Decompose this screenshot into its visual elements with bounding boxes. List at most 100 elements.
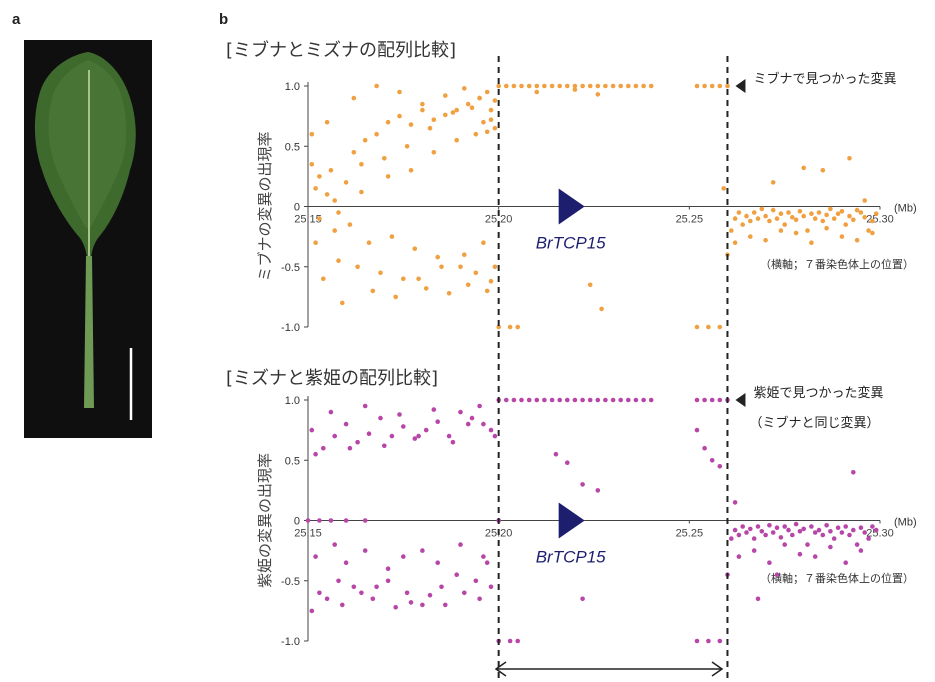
y-tick-label: 1.0 [285,395,300,407]
data-point [427,592,433,598]
data-point [694,83,700,89]
data-point [595,92,601,97]
data-point [587,282,593,288]
data-point [313,186,318,191]
data-point [511,397,517,403]
x-axis-note: （横軸；７番染色体上の位置） [760,571,914,585]
data-point [854,237,860,243]
data-point [496,324,502,330]
data-point [767,218,772,224]
data-point [492,264,498,270]
data-point [435,560,441,565]
data-point [309,608,315,614]
data-point [477,95,482,101]
data-point [763,532,768,538]
panel-b-letter: b [219,11,228,28]
data-point [450,439,456,445]
data-point [805,228,810,233]
data-point [831,216,837,221]
data-point [389,234,395,239]
data-point [362,137,368,143]
data-point [328,518,334,523]
data-point [557,83,562,89]
data-point [416,433,421,439]
data-point [401,424,406,429]
annotation-text: ミブナで見つかった変異 [753,71,896,87]
data-point [736,210,742,215]
data-point [324,596,330,602]
data-point [446,433,452,439]
dashed-boundaries [497,56,729,680]
data-point [709,458,715,463]
data-point [359,189,364,195]
data-point [515,638,520,644]
data-point [717,83,723,89]
data-point [313,240,318,245]
x-axis-note: （横軸；７番染色体上の位置） [760,257,914,271]
data-point [378,270,383,276]
data-point [443,112,448,118]
data-point [408,168,414,173]
data-point [820,168,826,173]
data-point [351,150,357,155]
data-point [492,98,498,103]
region-double-arrow [494,661,724,677]
data-point [397,89,402,95]
data-point [431,407,437,412]
data-point [374,131,379,137]
data-point [427,125,433,131]
data-point [797,551,803,557]
leaf-petiole [84,256,94,408]
data-point [443,602,448,608]
y-axis-label: 紫姫の変異の出現率 [256,453,274,588]
data-point [336,578,341,584]
data-point [431,150,437,155]
data-point [458,542,463,547]
data-point [782,524,787,529]
data-point [835,211,841,216]
data-point [408,600,414,605]
data-point [786,210,791,215]
data-point [488,427,494,433]
data-point [717,324,723,330]
data-point [370,288,376,294]
data-point [587,83,593,89]
data-point [492,433,498,439]
data-point [317,216,322,221]
data-point [347,222,353,227]
data-point [572,397,578,403]
data-point [873,527,879,533]
data-point [446,291,452,296]
data-point [751,548,757,553]
data-point [382,156,387,161]
x-tick-label: 25.30 [866,528,894,540]
data-point [648,397,654,403]
data-point [393,605,399,610]
data-point [572,83,578,89]
y-tick-label: 0 [294,516,300,528]
data-point [866,228,871,233]
data-point [839,530,845,535]
data-point [385,119,391,125]
data-point [824,212,829,218]
x-unit-label: (Mb) [894,517,917,529]
data-point [828,206,833,212]
data-point [488,278,494,284]
data-point [870,230,875,236]
data-point [709,397,715,403]
data-point [748,218,753,224]
data-point [340,300,345,306]
data-point [420,548,425,553]
data-point [397,412,402,417]
data-point [851,217,856,223]
data-point [774,572,780,577]
data-point [774,216,780,221]
data-point [847,156,852,161]
y-axis-label: ミブナの変異の出現率 [256,131,274,281]
data-point [465,101,471,107]
data-point [420,101,425,107]
y-tick-label: 0.5 [285,455,300,467]
x-tick-label: 25.30 [866,214,894,226]
data-point [462,86,467,91]
data-point [534,397,540,403]
